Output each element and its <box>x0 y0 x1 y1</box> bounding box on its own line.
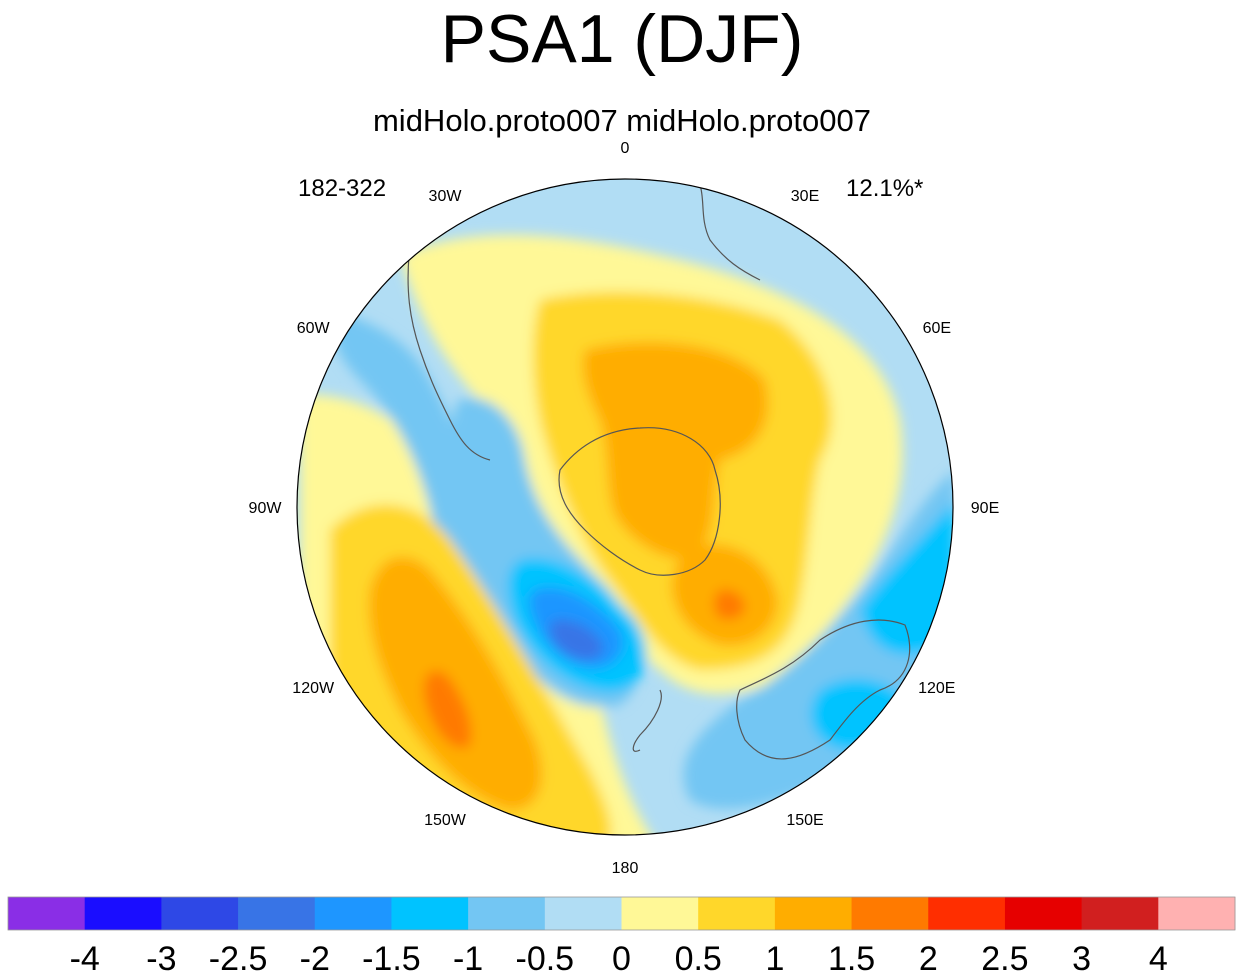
contour-pos-west-1 <box>369 556 542 810</box>
colorbar-swatch <box>8 897 86 930</box>
colorbar-tick-label: 1 <box>765 940 784 977</box>
colorbar-tick-label: 2.5 <box>981 940 1028 977</box>
colorbar-tick-label: 1.5 <box>828 940 875 977</box>
antarctica-coast <box>558 427 721 576</box>
contour-neg-east-2 <box>810 679 906 750</box>
colorbar-swatch <box>544 897 622 930</box>
new-zealand-coast <box>632 689 662 752</box>
colorbar-swatch <box>1004 897 1083 930</box>
colorbar-tick-label: -2 <box>300 940 330 977</box>
longitude-label: 60E <box>923 320 951 337</box>
longitude-label: 120E <box>918 680 955 697</box>
colorbar-tick-label: -1.5 <box>362 940 421 977</box>
colorbar-tick-label: -4 <box>70 940 100 977</box>
colorbar-tick-label: -3 <box>146 940 176 977</box>
longitude-label: 90E <box>971 500 999 517</box>
africa-coast <box>699 184 761 281</box>
colorbar-tick-label: -2.5 <box>209 940 268 977</box>
longitude-label: 30E <box>791 188 819 205</box>
contour-pos-west-15 <box>423 670 472 749</box>
longitude-label: 60W <box>297 320 331 337</box>
colorbar-swatch <box>161 897 239 930</box>
colorbar-tick-label: -0.5 <box>516 940 575 977</box>
south-america-coast <box>407 244 491 461</box>
colorbar-tick-label: 0 <box>612 940 631 977</box>
contour-pos-main-15 <box>714 589 745 620</box>
longitude-label: 30W <box>429 188 463 205</box>
map-border <box>296 178 954 836</box>
colorbar-tick-label: 4 <box>1149 940 1168 977</box>
longitude-label: 0 <box>621 140 630 157</box>
longitude-label: 90W <box>249 500 283 517</box>
colorbar-swatch <box>314 897 392 930</box>
colorbar-swatch <box>391 897 469 930</box>
colorbar-swatch <box>928 897 1006 930</box>
contour-pos-main-1 <box>583 342 768 560</box>
variance-label: 12.1%* <box>846 175 924 202</box>
longitude-label: 180 <box>612 860 639 877</box>
colorbar-swatch <box>774 897 853 930</box>
contour-neg-center-2 <box>550 619 604 660</box>
colorbar-tick-label: -1 <box>453 940 483 977</box>
colorbar-swatch <box>84 897 162 930</box>
colorbar-tick-label: 3 <box>1072 940 1091 977</box>
longitude-labels: 0 30E 60E 90E 120E 150E 180 150W 120W 90W 60W 30W <box>249 140 1000 877</box>
colorbar-swatch <box>238 897 316 930</box>
colorbar-border <box>7 896 1236 931</box>
polar-map <box>297 179 953 835</box>
chart-title: PSA1 (DJF) <box>440 1 804 77</box>
contour-neg-east-1 <box>860 500 953 655</box>
longitude-label: 150W <box>424 812 467 829</box>
longitude-label: 120W <box>292 680 335 697</box>
chart-subtitle: midHolo.proto007 midHolo.proto007 <box>372 103 871 138</box>
colorbar-swatch <box>1158 897 1236 930</box>
colorbar-swatch <box>851 897 929 930</box>
colorbar: -4 -3 -2.5 -2 -1.5 -1 -0.5 0 0.5 1 1.5 2 2.5 3 4 <box>7 896 1236 977</box>
colorbar-tick-label: 0.5 <box>675 940 722 977</box>
coastlines <box>407 184 911 760</box>
colorbar-swatch <box>1081 897 1159 930</box>
longitude-label: 150E <box>786 812 823 829</box>
colorbar-swatch <box>698 897 776 930</box>
colorbar-swatch <box>621 897 699 930</box>
colorbar-swatch <box>468 897 546 930</box>
australia-coast <box>736 619 911 760</box>
colorbar-tick-label: 2 <box>919 940 938 977</box>
period-label: 182-322 <box>298 175 387 202</box>
